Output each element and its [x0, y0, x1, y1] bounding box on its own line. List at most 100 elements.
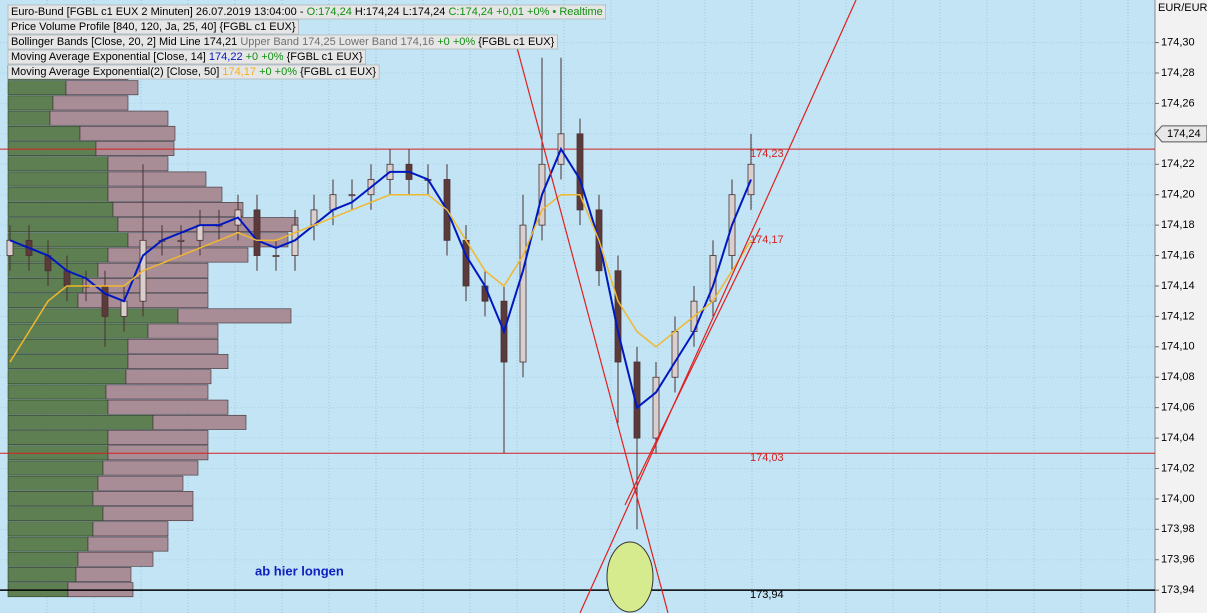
y-tick-label: 174,02: [1161, 462, 1195, 474]
trend-line: [579, 0, 857, 613]
volume-sell-bar: [125, 369, 212, 385]
volume-buy-bar: [7, 202, 114, 217]
candle-body: [63, 270, 71, 287]
volume-sell-bar: [75, 567, 132, 582]
volume-buy-bar: [7, 217, 119, 233]
volume-sell-bar: [152, 414, 247, 430]
candle-body: [671, 331, 679, 378]
candle-body: [177, 239, 185, 242]
legend-part: {FGBL c1 EUX}: [284, 51, 363, 63]
level-label: 173,94: [750, 589, 784, 601]
legend-part: Price Volume Profile [840, 120, Ja, 25, …: [11, 21, 296, 33]
legend-bg: [7, 19, 299, 35]
candle-body: [462, 239, 470, 287]
legend-part: {FGBL c1 EUX}: [297, 66, 376, 78]
last-price-label: 174,24: [1167, 128, 1201, 140]
y-tick-label: 174,28: [1161, 67, 1195, 79]
y-tick-label: 174,22: [1161, 158, 1195, 170]
volume-sell-bar: [107, 156, 169, 172]
last-price-tag: [1154, 125, 1207, 143]
legend-bg: [7, 34, 558, 50]
y-tick-label: 174,04: [1161, 432, 1195, 444]
trend-line: [624, 227, 761, 506]
legend-line: Moving Average Exponential(2) [Close, 50…: [11, 66, 376, 78]
legend: Euro-Bund [FGBL c1 EUX 2 Minuten] 26.07.…: [7, 4, 606, 80]
volume-buy-bar: [7, 521, 94, 537]
legend-part: {FGBL c1 EUX}: [475, 36, 554, 48]
y-tick-label: 173,94: [1161, 584, 1195, 596]
volume-buy-bar: [7, 262, 99, 278]
y-tick-label: 174,12: [1161, 310, 1195, 322]
y-tick-label: 174,00: [1161, 493, 1195, 505]
volume-buy-bar: [7, 141, 97, 156]
volume-buy-bar: [7, 551, 79, 567]
legend-bg: [7, 64, 380, 80]
volume-buy-bar: [7, 536, 89, 552]
y-tick-label: 174,16: [1161, 249, 1195, 261]
volume-sell-bar: [52, 95, 129, 111]
volume-sell-bar: [65, 80, 139, 96]
volume-sell-bar: [97, 475, 184, 491]
y-tick-label: 173,96: [1161, 554, 1195, 566]
candle-body: [614, 270, 622, 363]
candle-body: [633, 361, 641, 439]
y-tick-label: 174,06: [1161, 402, 1195, 414]
annotation-label: 174,17: [750, 234, 784, 246]
legend-line: Euro-Bund [FGBL c1 EUX 2 Minuten] 26.07.…: [11, 6, 603, 18]
y-tick-label: 174,26: [1161, 97, 1195, 109]
volume-buy-bar: [7, 110, 51, 126]
volume-buy-bar: [7, 460, 104, 476]
volume-buy-bar: [7, 156, 109, 172]
volume-sell-bar: [79, 125, 176, 141]
candle-body: [101, 285, 109, 317]
volume-sell-bar: [177, 308, 292, 324]
volume-sell-bar: [107, 247, 249, 263]
legend-part: O:174,24: [307, 6, 352, 18]
annotation-text: ab hier longen: [255, 563, 344, 578]
legend-part: Upper Band 174,25 Lower Band 174,16: [240, 36, 437, 48]
volume-buy-bar: [7, 186, 109, 202]
volume-buy-bar: [7, 354, 129, 369]
volume-buy-bar: [7, 384, 107, 400]
y-tick-label: 174,30: [1161, 36, 1195, 48]
legend-part: 174,22: [209, 51, 243, 63]
level-label: 174,03: [750, 452, 784, 464]
level-label: 174,23: [750, 148, 784, 160]
candle-body: [272, 255, 280, 257]
legend-part: Euro-Bund [FGBL c1 EUX 2 Minuten] 26.07.…: [11, 6, 307, 18]
y-tick-label: 174,14: [1161, 280, 1195, 292]
price-marks: [0, 57, 1155, 591]
volume-sell-bar: [95, 141, 175, 156]
volume-buy-bar: [7, 95, 54, 111]
legend-part: +0 +0%: [437, 36, 475, 48]
volume-sell-bar: [127, 338, 219, 354]
volume-sell-bar: [107, 445, 209, 461]
volume-sell-bar: [107, 399, 229, 415]
volume-sell-bar: [77, 551, 154, 567]
volume-sell-bar: [107, 171, 207, 187]
volume-sell-bar: [92, 491, 194, 506]
volume-sell-bar: [112, 202, 244, 217]
volume-sell-bar: [49, 110, 169, 126]
annotations: 174,23 174,03 173,94 174,17 ab hier longen: [255, 148, 784, 601]
highlight-ellipse: [606, 541, 654, 613]
ema-line: [9, 193, 752, 363]
legend-part: H:174,24 L:174,24: [352, 6, 449, 18]
y-tick-label: 174,08: [1161, 371, 1195, 383]
volume-sell-bar: [102, 460, 199, 476]
volume-buy-bar: [7, 399, 109, 415]
volume-buy-bar: [7, 506, 104, 522]
legend-line: Bollinger Bands [Close, 20, 2] Mid Line …: [11, 36, 555, 48]
volume-buy-bar: [7, 567, 77, 582]
volume-sell-bar: [102, 506, 194, 522]
legend-part: 174,17: [222, 66, 256, 78]
y-tick-label: 174,20: [1161, 189, 1195, 201]
legend-part: +0 +0%: [256, 66, 297, 78]
legend-part: C:174,24 +0,01 +0% • Realtime: [448, 6, 602, 18]
volume-buy-bar: [7, 308, 179, 324]
y-tick-label: 174,18: [1161, 219, 1195, 231]
volume-buy-bar: [7, 369, 127, 385]
trend-line: [514, 39, 669, 613]
